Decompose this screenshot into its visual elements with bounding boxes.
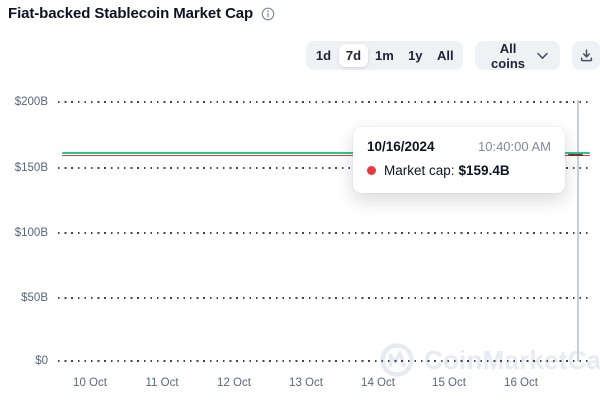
hover-point-marker [568,153,583,157]
gridline-100b [58,232,592,234]
chart-title: Fiat-backed Stablecoin Market Cap [8,5,254,22]
gridline-0 [58,360,592,362]
market-cap-line-red [62,154,590,157]
range-button-1y[interactable]: 1y [401,44,430,67]
y-tick-100b: $100B [14,227,48,239]
x-tick-16-oct: 16 Oct [504,377,538,389]
x-tick-11-oct: 11 Oct [145,377,179,389]
coin-filter-dropdown[interactable]: All coins [474,40,561,71]
market-cap-line-green [62,152,590,155]
tooltip-time: 10:40:00 AM [478,139,551,154]
range-button-1d[interactable]: 1d [309,44,338,67]
x-tick-14-oct: 14 Oct [361,377,395,389]
watermark: CoinMarketCap [379,342,600,378]
download-button[interactable] [572,41,600,70]
chart-header: Fiat-backed Stablecoin Market Cap [8,5,275,22]
x-tick-13-oct: 13 Oct [289,377,323,389]
range-button-all[interactable]: All [431,44,460,67]
crosshair-line [577,100,579,361]
chart-controls: 1d 7d 1m 1y All All coins [306,40,600,71]
gridline-50b [58,297,592,299]
coin-filter-label: All coins [491,40,526,71]
gridline-150b [58,167,592,169]
x-tick-15-oct: 15 Oct [432,377,466,389]
range-selector: 1d 7d 1m 1y All [306,41,463,70]
range-button-7d[interactable]: 7d [339,44,368,67]
plot-area[interactable]: CoinMarketCap $200B $150B $100B $50B $0 [0,90,600,400]
tooltip-header-row: 10/16/2024 10:40:00 AM [367,139,551,154]
tooltip-value-row: Market cap: $159.4B [367,163,551,178]
tooltip-series-label: Market cap: [384,163,455,178]
y-tick-0: $0 [35,355,48,367]
tooltip-value: $159.4B [458,163,510,178]
chart-tooltip: 10/16/2024 10:40:00 AM Market cap: $159.… [353,127,565,193]
download-icon [579,48,594,63]
tooltip-date: 10/16/2024 [367,139,435,154]
y-tick-50b: $50B [21,292,48,304]
y-tick-200b: $200B [14,96,48,108]
y-tick-150b: $150B [14,162,48,174]
x-tick-12-oct: 12 Oct [217,377,251,389]
chevron-down-icon [537,52,548,60]
watermark-text: CoinMarketCap [424,344,600,375]
x-tick-10-oct: 10 Oct [73,377,107,389]
info-icon[interactable] [261,7,275,21]
market-cap-dot-icon [367,166,376,175]
gridline-200b [58,101,592,103]
range-button-1m[interactable]: 1m [369,44,400,67]
